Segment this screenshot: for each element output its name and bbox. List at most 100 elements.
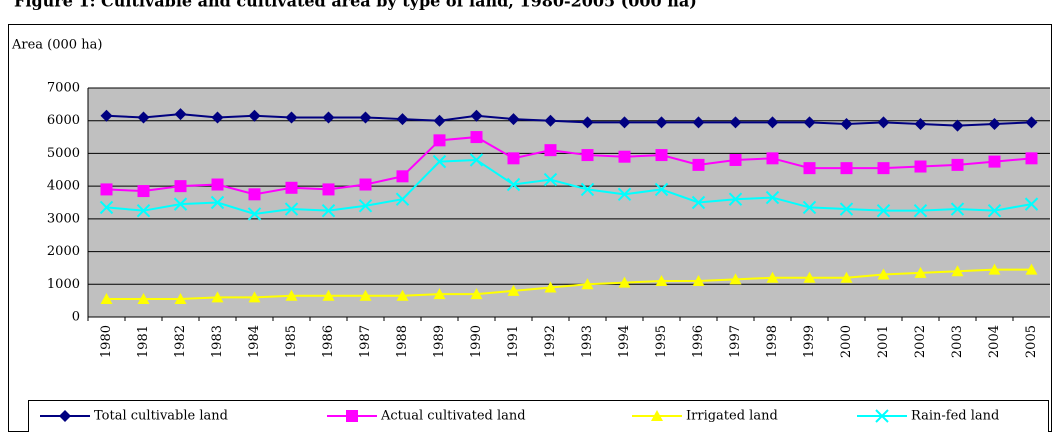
x-tick-label: 1985 bbox=[284, 325, 299, 358]
marker bbox=[692, 116, 705, 129]
marker bbox=[766, 271, 779, 283]
x-tick-label: 1994 bbox=[617, 325, 632, 358]
marker bbox=[988, 155, 1001, 168]
y-tick-label: 3000 bbox=[47, 211, 80, 226]
marker bbox=[655, 149, 668, 162]
marker bbox=[359, 111, 372, 124]
marker bbox=[248, 188, 261, 201]
marker bbox=[840, 271, 853, 283]
marker bbox=[137, 185, 150, 198]
chart-title: Figure 1: Cultivable and cultivated area… bbox=[14, 0, 697, 11]
marker bbox=[396, 289, 409, 301]
marker bbox=[914, 266, 927, 278]
marker bbox=[248, 291, 261, 303]
marker bbox=[136, 203, 151, 218]
marker bbox=[396, 113, 409, 126]
marker bbox=[802, 200, 817, 215]
y-tick-label: 4000 bbox=[47, 179, 80, 194]
series-line bbox=[106, 158, 1032, 215]
marker bbox=[285, 111, 298, 124]
marker bbox=[877, 268, 890, 280]
marker bbox=[728, 192, 743, 206]
marker bbox=[100, 183, 113, 196]
y-axis-label: Area (000 ha) bbox=[11, 38, 102, 53]
x-tick-label: 1988 bbox=[395, 325, 410, 358]
x-tick-label: 1999 bbox=[802, 325, 817, 358]
x-tick-label: 2004 bbox=[987, 325, 1002, 358]
x-tick-label: 1987 bbox=[358, 325, 373, 358]
y-tick-label: 5000 bbox=[47, 146, 80, 161]
marker bbox=[470, 131, 483, 144]
marker bbox=[618, 276, 631, 288]
marker bbox=[322, 183, 335, 196]
marker bbox=[544, 114, 557, 127]
marker bbox=[987, 203, 1002, 218]
marker bbox=[173, 197, 188, 211]
series-line bbox=[106, 268, 1032, 301]
legend-label: Rain-fed land bbox=[911, 409, 999, 424]
legend-label: Total cultivable land bbox=[94, 409, 228, 424]
marker bbox=[651, 410, 663, 421]
marker bbox=[322, 111, 335, 124]
marker bbox=[655, 275, 668, 287]
marker bbox=[100, 109, 113, 122]
marker bbox=[876, 203, 891, 218]
marker bbox=[211, 178, 224, 191]
marker bbox=[951, 158, 964, 171]
marker bbox=[285, 289, 298, 301]
marker bbox=[433, 114, 446, 127]
marker bbox=[100, 293, 113, 305]
marker bbox=[248, 109, 261, 122]
marker bbox=[59, 410, 71, 422]
marker bbox=[729, 116, 742, 129]
marker bbox=[470, 288, 483, 300]
marker bbox=[395, 192, 410, 206]
marker bbox=[877, 116, 890, 129]
x-tick-label: 1991 bbox=[506, 325, 521, 358]
marker bbox=[433, 288, 446, 300]
x-tick-label: 1990 bbox=[469, 325, 484, 358]
x-tick-label: 1995 bbox=[654, 325, 669, 358]
legend-label: Irrigated land bbox=[686, 409, 778, 424]
marker bbox=[469, 153, 484, 167]
marker bbox=[840, 117, 853, 130]
marker bbox=[211, 291, 224, 303]
marker bbox=[618, 116, 631, 129]
x-tick-label: 1986 bbox=[321, 325, 336, 358]
marker bbox=[137, 111, 150, 124]
marker bbox=[432, 154, 447, 169]
marker bbox=[654, 182, 669, 197]
x-tick-label: 1996 bbox=[691, 325, 706, 358]
marker bbox=[543, 172, 558, 187]
marker bbox=[359, 178, 372, 191]
marker bbox=[211, 111, 224, 124]
x-tick-label: 1993 bbox=[580, 325, 595, 358]
marker bbox=[729, 153, 742, 166]
marker bbox=[617, 187, 632, 202]
marker bbox=[988, 117, 1001, 130]
marker bbox=[507, 152, 520, 165]
marker bbox=[137, 293, 150, 305]
marker bbox=[1025, 263, 1038, 275]
marker bbox=[544, 281, 557, 293]
marker bbox=[247, 207, 262, 221]
plot-area bbox=[88, 88, 1050, 317]
marker bbox=[914, 117, 927, 130]
marker bbox=[1025, 116, 1038, 129]
marker bbox=[470, 109, 483, 122]
x-tick-label: 1989 bbox=[432, 325, 447, 358]
marker bbox=[210, 195, 225, 210]
y-tick-label: 6000 bbox=[47, 113, 80, 128]
x-tick-label: 2002 bbox=[913, 325, 928, 358]
y-tick-label: 1000 bbox=[47, 277, 80, 292]
x-tick-label: 1997 bbox=[728, 325, 743, 358]
marker bbox=[174, 293, 187, 305]
x-tick-label: 2000 bbox=[839, 325, 854, 358]
marker bbox=[951, 265, 964, 277]
marker bbox=[285, 181, 298, 194]
marker bbox=[581, 116, 594, 129]
marker bbox=[875, 409, 889, 423]
marker bbox=[766, 116, 779, 129]
marker bbox=[507, 284, 520, 296]
marker bbox=[396, 170, 409, 183]
